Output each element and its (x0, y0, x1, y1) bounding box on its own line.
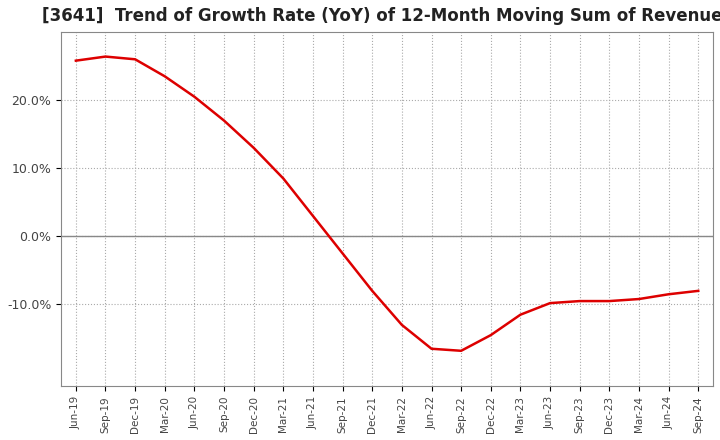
Title: [3641]  Trend of Growth Rate (YoY) of 12-Month Moving Sum of Revenues: [3641] Trend of Growth Rate (YoY) of 12-… (42, 7, 720, 25)
